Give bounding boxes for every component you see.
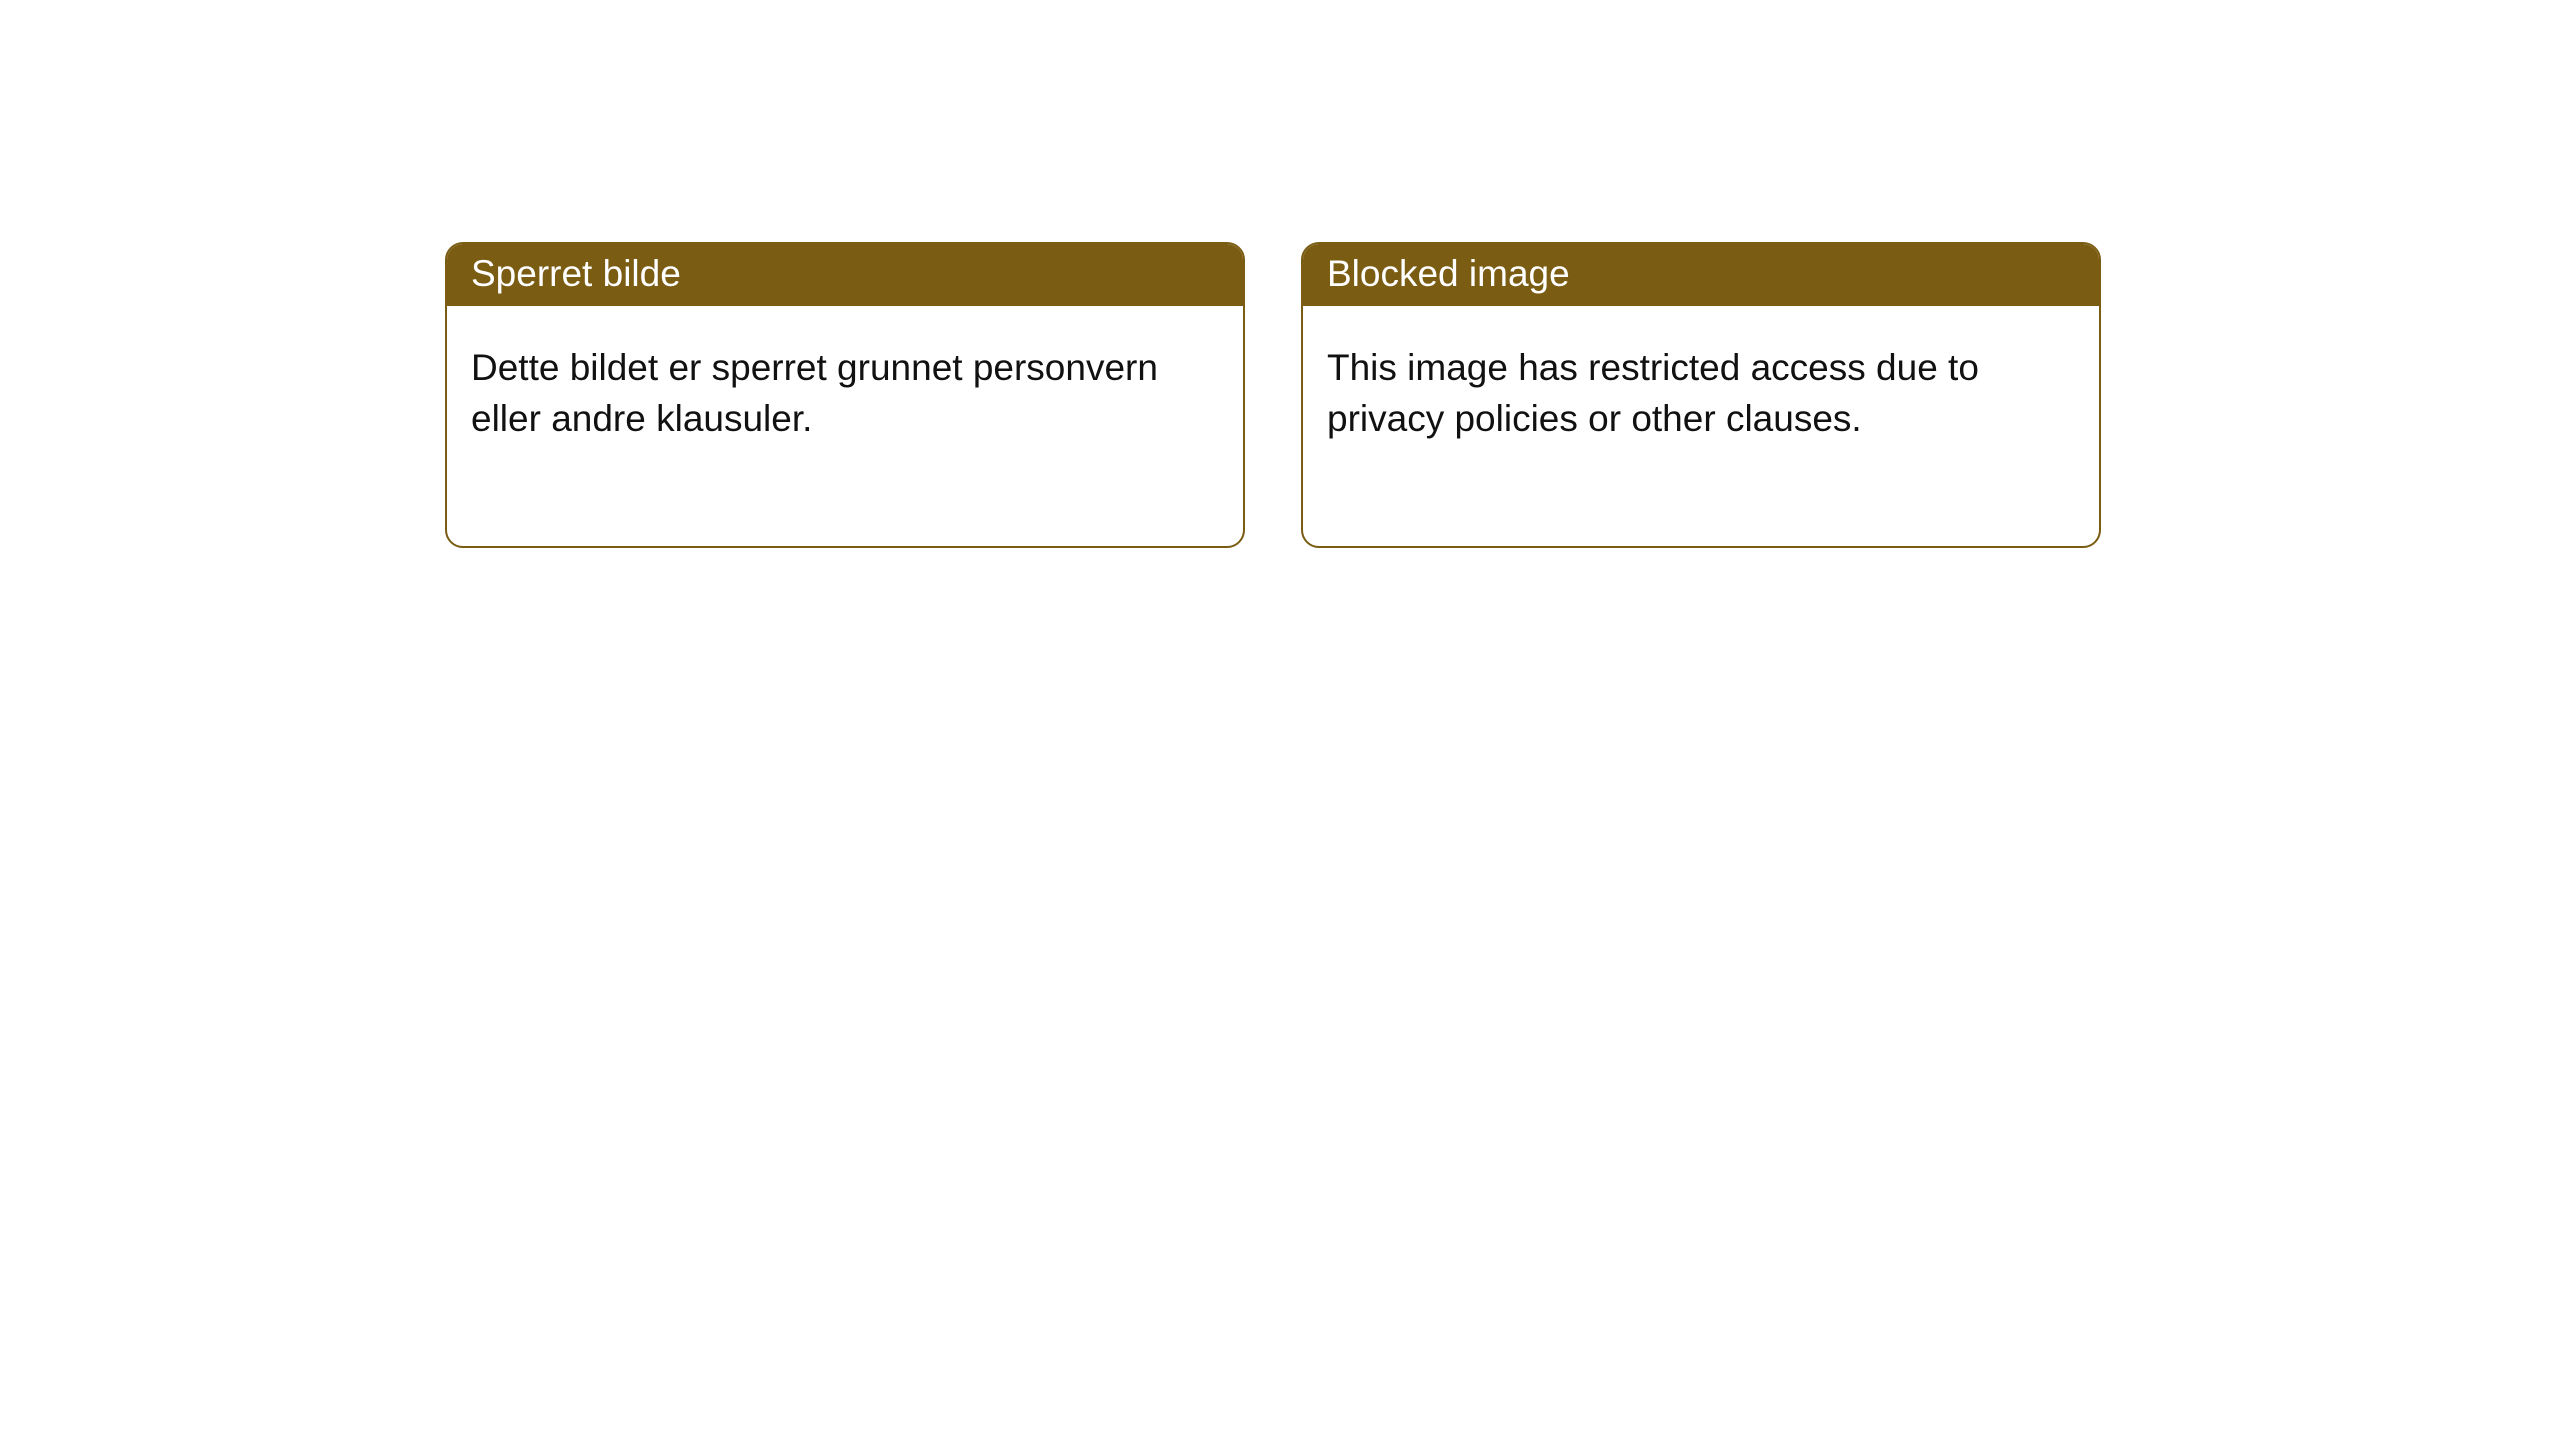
notice-body: This image has restricted access due to … <box>1303 306 2099 546</box>
notice-title: Blocked image <box>1303 244 2099 306</box>
notice-card-norwegian: Sperret bilde Dette bildet er sperret gr… <box>445 242 1245 548</box>
notice-container: Sperret bilde Dette bildet er sperret gr… <box>0 0 2560 548</box>
notice-card-english: Blocked image This image has restricted … <box>1301 242 2101 548</box>
notice-title: Sperret bilde <box>447 244 1243 306</box>
notice-body: Dette bildet er sperret grunnet personve… <box>447 306 1243 546</box>
